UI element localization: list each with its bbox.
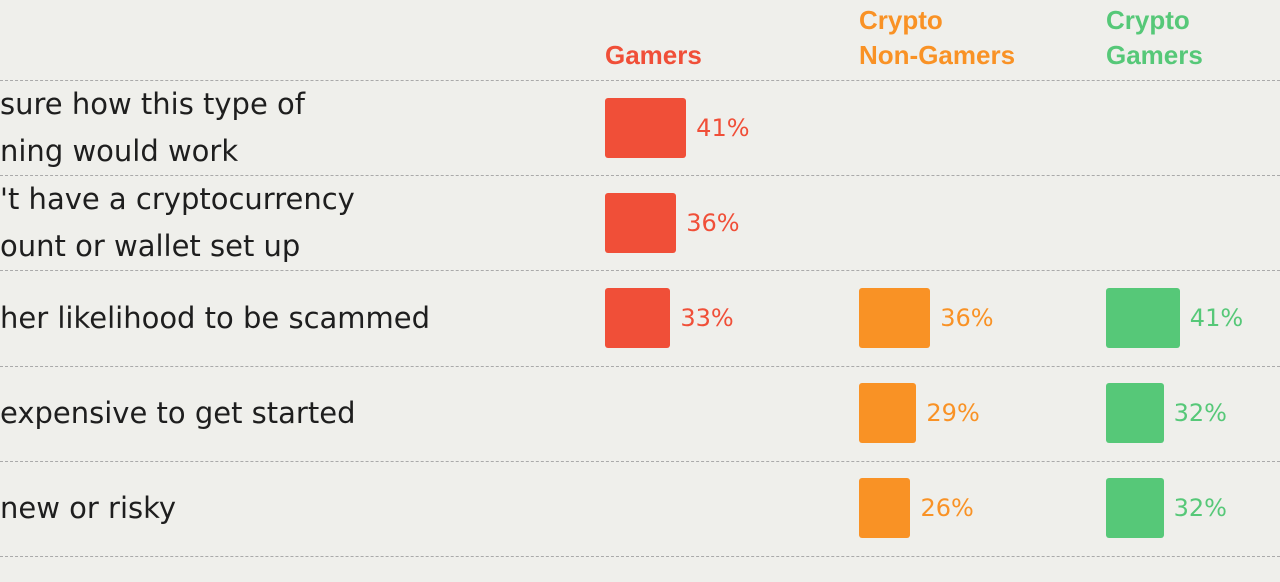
bar [1106, 478, 1164, 539]
category-label: expensive to get started [0, 395, 356, 430]
category-label: her likelihood to be scammed [0, 300, 431, 335]
row-divider [0, 556, 1280, 557]
data-label: 41% [696, 113, 750, 142]
column-header: Crypto Gamers [1106, 5, 1203, 70]
category-label: 't have a cryptocurrency ount or wallet … [0, 181, 355, 263]
bar [605, 97, 687, 158]
row-divider [0, 175, 1280, 177]
category-label: new or risky [0, 490, 177, 525]
bar [1106, 383, 1164, 444]
row-divider [0, 460, 1280, 462]
bar [859, 288, 931, 348]
category-label: sure how this type of ning would work [0, 86, 305, 168]
data-label: 36% [940, 304, 994, 332]
data-label: 32% [1173, 399, 1227, 428]
data-label: 33% [680, 304, 734, 332]
row-divider [0, 80, 1280, 81]
bar [605, 288, 671, 348]
data-label: 26% [920, 494, 974, 523]
column-header: Gamers [605, 40, 702, 70]
data-label: 36% [686, 208, 740, 237]
data-label: 41% [1189, 304, 1244, 332]
bar [605, 192, 677, 253]
bar [1106, 288, 1180, 348]
data-label: 29% [926, 399, 980, 428]
bar [859, 478, 911, 539]
row-divider [0, 270, 1280, 272]
data-label: 32% [1173, 494, 1227, 523]
column-header: Crypto Non-Gamers [859, 5, 1016, 70]
row-divider [0, 365, 1280, 367]
bar [859, 383, 917, 444]
